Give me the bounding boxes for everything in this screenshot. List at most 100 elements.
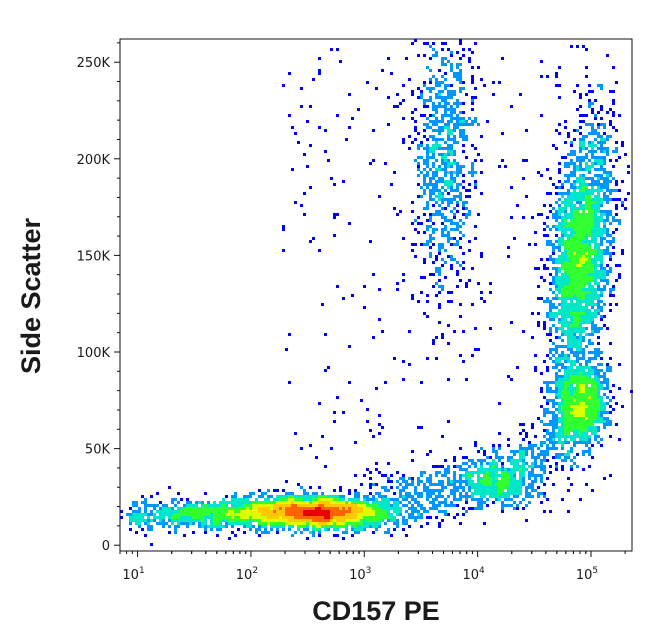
density-point [576,348,579,351]
density-point [237,501,240,504]
density-point [228,507,231,510]
density-point [378,492,381,495]
density-point [282,522,285,525]
density-point [429,87,432,90]
density-point [582,423,585,426]
density-point [450,228,453,231]
density-point [420,513,423,516]
density-point [573,273,576,276]
density-point [462,267,465,270]
density-point [330,516,333,519]
density-point [444,123,447,126]
density-point [549,390,552,393]
density-point [285,507,288,510]
density-point [201,504,204,507]
density-point [345,510,348,513]
density-point [570,399,573,402]
density-point [396,519,399,522]
density-point [480,252,483,255]
density-point [564,309,567,312]
density-point [495,477,498,480]
density-point [612,294,615,297]
density-point [612,408,615,411]
density-point [432,222,435,225]
density-point [462,165,465,168]
density-point [555,348,558,351]
density-point [606,147,609,150]
density-point [402,279,405,282]
density-point [183,519,186,522]
density-point [579,231,582,234]
density-point [504,486,507,489]
density-point [588,429,591,432]
density-point [399,495,402,498]
density-point [588,105,591,108]
density-point [246,510,249,513]
density-point [411,111,414,114]
density-point [579,201,582,204]
density-point [396,510,399,513]
density-point [582,207,585,210]
density-point [492,459,495,462]
density-point [591,123,594,126]
density-point [591,144,594,147]
density-point [579,291,582,294]
density-point [429,114,432,117]
density-point [558,210,561,213]
density-point [297,516,300,519]
density-point [504,483,507,486]
x-tick-label: 103 [349,566,371,583]
density-point [414,498,417,501]
density-point [561,375,564,378]
density-point [558,207,561,210]
density-point [441,483,444,486]
density-point [558,249,561,252]
density-point [420,492,423,495]
density-point [399,489,402,492]
density-point [558,441,561,444]
density-point [618,363,621,366]
density-point [243,519,246,522]
density-point [576,330,579,333]
density-point [426,498,429,501]
density-point [561,288,564,291]
density-point [588,159,591,162]
density-point [546,429,549,432]
density-point [276,519,279,522]
density-point [396,522,399,525]
density-point [594,240,597,243]
density-point [525,159,528,162]
density-point [552,213,555,216]
density-point [324,150,327,153]
density-point [171,513,174,516]
density-point [579,282,582,285]
density-point [276,501,279,504]
density-point [453,177,456,180]
density-point [168,525,171,528]
density-point [282,516,285,519]
density-point [288,492,291,495]
density-point [219,507,222,510]
density-point [192,510,195,513]
density-point [327,525,330,528]
density-point [537,495,540,498]
density-point [492,486,495,489]
density-point [615,207,618,210]
density-point [351,498,354,501]
density-point [426,66,429,69]
density-point [291,501,294,504]
density-point [600,201,603,204]
density-point [375,522,378,525]
density-point [594,213,597,216]
density-point [432,204,435,207]
density-point [579,384,582,387]
density-point [501,501,504,504]
density-point [291,534,294,537]
density-point [321,504,324,507]
density-point [420,291,423,294]
density-point [450,174,453,177]
density-point [603,162,606,165]
density-point [417,480,420,483]
density-point [564,375,567,378]
density-point [435,159,438,162]
